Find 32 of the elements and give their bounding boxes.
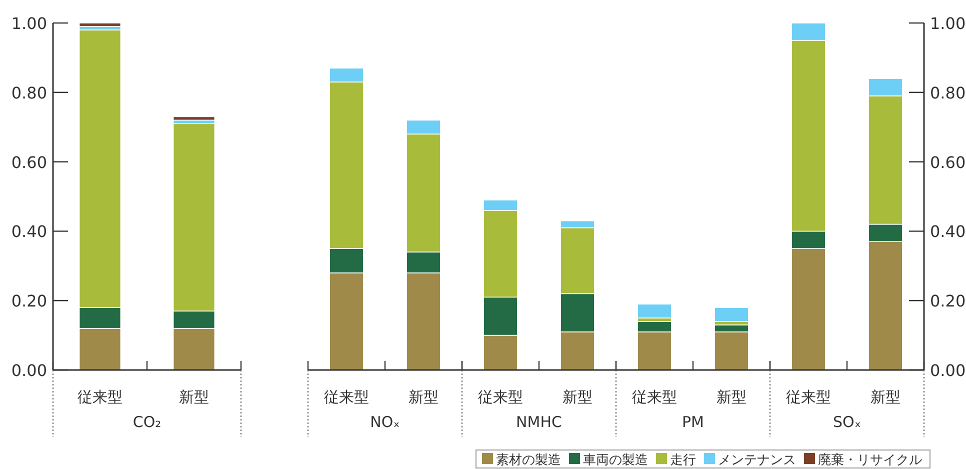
y2-tick-label: 0.40 — [930, 222, 966, 242]
y2-tick-label: 0.20 — [930, 292, 966, 311]
x-tick-label: 新型 — [870, 388, 900, 406]
x-tick-label: 従来型 — [78, 388, 122, 406]
y2-tick-label: 0.00 — [930, 361, 966, 380]
y-tick-label: 0.00 — [11, 361, 47, 380]
x-tick-label: 新型 — [562, 388, 592, 406]
legend-label: 素材の製造 — [496, 453, 561, 468]
y-tick-label: 0.60 — [11, 152, 47, 172]
y2-tick-label: 0.60 — [930, 152, 966, 172]
y-tick-label: 0.20 — [11, 292, 47, 311]
y2-tick-label: 0.80 — [930, 83, 966, 102]
legend-label: メンテナンス — [718, 453, 796, 468]
x-tick-label: 新型 — [179, 388, 209, 406]
x-axis-title: PM — [682, 413, 704, 431]
x-tick-label: 従来型 — [478, 388, 523, 406]
y2-tick-label: 1.00 — [930, 14, 966, 33]
x-tick-label: 新型 — [408, 388, 438, 406]
legend-label: 廃棄・リサイクル — [818, 452, 922, 468]
legend-label: 走行 — [670, 453, 696, 468]
x-tick-label: 従来型 — [632, 388, 677, 406]
legend-label: 車両の製造 — [583, 453, 648, 468]
y-tick-label: 0.80 — [11, 83, 47, 102]
x-tick-label: 新型 — [716, 388, 746, 406]
x-axis-title: NMHC — [516, 413, 562, 431]
x-tick-label: 従来型 — [324, 388, 369, 406]
x-axis-title: SOₓ — [833, 413, 861, 431]
x-axis-title: NOₓ — [370, 413, 400, 431]
y-tick-label: 1.00 — [11, 14, 47, 33]
x-tick-label: 従来型 — [786, 388, 831, 406]
x-axis-title: CO₂ — [132, 413, 162, 431]
y-tick-label: 0.40 — [11, 222, 47, 242]
